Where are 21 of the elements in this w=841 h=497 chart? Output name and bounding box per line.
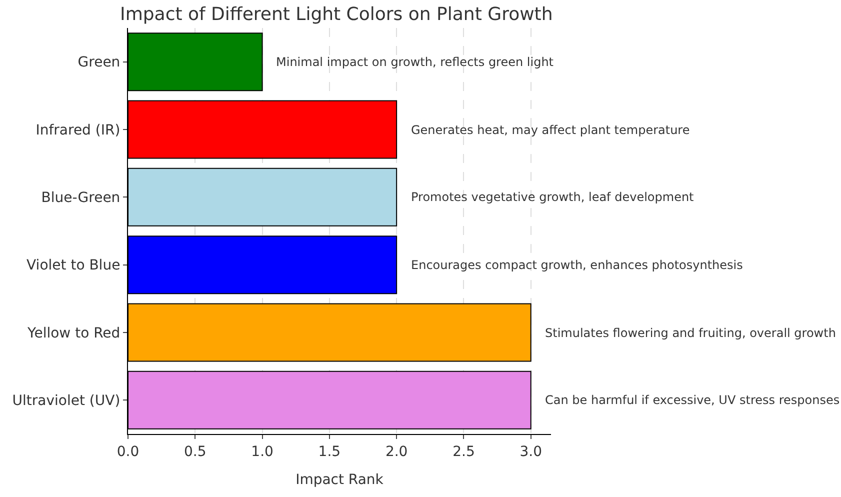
y-tick-label: Infrared (IR) <box>36 122 120 138</box>
x-tick-label: 0.0 <box>116 444 140 460</box>
x-tick-label: 3.0 <box>520 444 542 460</box>
x-tick-label: 0.5 <box>184 444 206 460</box>
annotation: Promotes vegetative growth, leaf development <box>411 190 694 204</box>
y-tick-label: Blue-Green <box>41 190 120 206</box>
annotation: Encourages compact growth, enhances photosynthesis <box>411 258 743 272</box>
chart-title: Impact of Different Light Colors on Plant Growth <box>120 4 553 26</box>
annotation: Generates heat, may affect plant temperature <box>411 123 690 137</box>
x-tick-label: 1.5 <box>318 444 341 460</box>
y-tick-label: Green <box>78 54 120 71</box>
annotation: Stimulates flowering and fruiting, overall growth <box>545 326 836 340</box>
x-axis-title: Impact Rank <box>296 472 384 488</box>
x-tick-label: 2.5 <box>452 444 475 460</box>
y-tick-label: Violet to Blue <box>26 258 120 274</box>
x-tick-label: 1.0 <box>251 444 274 460</box>
y-tick-label: Yellow to Red <box>26 325 120 342</box>
x-tick-label: 2.0 <box>385 444 408 460</box>
annotation: Can be harmful if excessive, UV stress responses <box>545 393 840 407</box>
annotation: Minimal impact on growth, reflects green light <box>276 55 554 69</box>
y-tick-label: Ultraviolet (UV) <box>12 393 120 410</box>
